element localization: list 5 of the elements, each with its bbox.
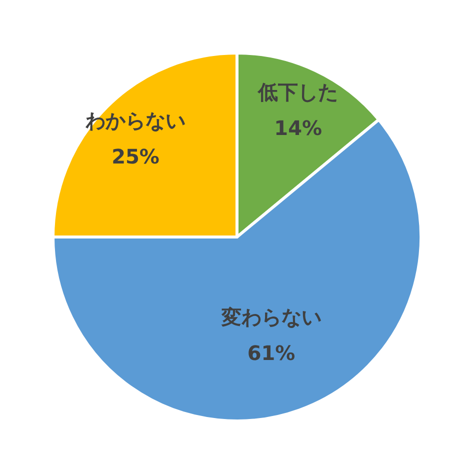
slice-label: 低下した [257,80,338,104]
data-label: 25% [112,144,160,169]
slice-label: 変わらない [220,305,322,330]
data-label: 14% [274,116,322,140]
data-label: 61% [247,341,296,366]
